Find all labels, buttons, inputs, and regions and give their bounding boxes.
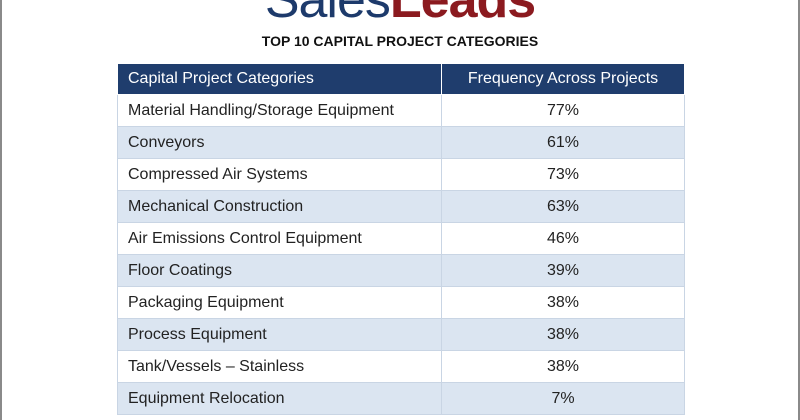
table-row: Compressed Air Systems 73%	[117, 158, 685, 191]
table-row: Conveyors 61%	[117, 126, 685, 159]
table-row: Packaging Equipment 38%	[117, 286, 685, 319]
category-cell: Equipment Relocation	[117, 382, 442, 415]
category-cell: Material Handling/Storage Equipment	[117, 94, 442, 127]
category-cell: Packaging Equipment	[117, 286, 442, 319]
table-row: Floor Coatings 39%	[117, 254, 685, 287]
table-head: Capital Project Categories Frequency Acro…	[117, 63, 685, 95]
frequency-cell: 61%	[441, 126, 685, 159]
frequency-cell: 73%	[441, 158, 685, 191]
frequency-cell: 7%	[441, 382, 685, 415]
table-row: Equipment Relocation 7%	[117, 382, 685, 415]
table-row: Air Emissions Control Equipment 46%	[117, 222, 685, 255]
frequency-cell: 63%	[441, 190, 685, 223]
frequency-cell: 39%	[441, 254, 685, 287]
logo-second: Leads	[389, 0, 536, 29]
column-header: Capital Project Categories	[117, 63, 442, 95]
category-cell: Conveyors	[117, 126, 442, 159]
logo-first: Sales	[264, 0, 391, 29]
frequency-cell: 38%	[441, 318, 685, 351]
category-cell: Air Emissions Control Equipment	[117, 222, 442, 255]
title: TOP 10 CAPITAL PROJECT CATEGORIES	[261, 33, 539, 49]
frequency-cell: 46%	[441, 222, 685, 255]
category-cell: Tank/Vessels – Stainless	[117, 350, 442, 383]
category-cell: Mechanical Construction	[117, 190, 442, 223]
category-cell: Floor Coatings	[117, 254, 442, 287]
frequency-cell: 38%	[441, 350, 685, 383]
table-row: Tank/Vessels – Stainless 38%	[117, 350, 685, 383]
logo: SalesLeads	[0, 0, 800, 26]
table-row: Material Handling/Storage Equipment 77%	[117, 94, 685, 127]
table-body: Material Handling/Storage Equipment 77% Co…	[117, 94, 685, 415]
frequency-cell: 38%	[441, 286, 685, 319]
table-row: Process Equipment 38%	[117, 318, 685, 351]
category-cell: Compressed Air Systems	[117, 158, 442, 191]
column-header: Frequency Across Projects	[441, 63, 685, 95]
frequency-cell: 77%	[441, 94, 685, 127]
header-row: Capital Project Categories Frequency Acro…	[117, 63, 685, 95]
table-row: Mechanical Construction 63%	[117, 190, 685, 223]
table: Capital Project Categories Frequency Acro…	[117, 63, 685, 415]
category-cell: Process Equipment	[117, 318, 442, 351]
